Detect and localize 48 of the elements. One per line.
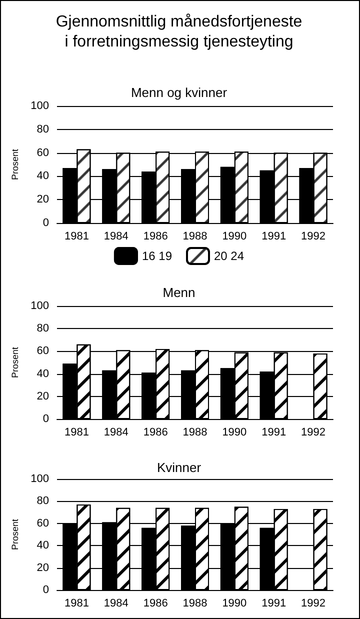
x-tick-label: 1990: [222, 426, 247, 438]
x-tick-label: 1986: [143, 426, 168, 438]
y-tick-label: 0: [42, 413, 49, 425]
y-tick-label: 80: [36, 495, 49, 508]
x-tick-label: 1992: [301, 426, 326, 438]
x-tick-label: 1991: [262, 426, 286, 438]
y-tick-label: 40: [36, 540, 49, 552]
x-tick-label: 1991: [262, 598, 286, 610]
chart-title: Gjennomsnittlig månedsfortjeneste i forretningsmessig tjenesteyting: [56, 14, 302, 50]
chart-subtitle: Menn og kvinner: [130, 85, 228, 100]
x-tick-label: 1990: [222, 598, 247, 610]
x-tick-label: 1984: [104, 426, 128, 438]
x-tick-label: 1992: [301, 230, 326, 242]
x-tick-label: 1992: [301, 598, 326, 610]
y-tick-label: 0: [42, 217, 49, 229]
x-tick-label: 1991: [262, 230, 286, 242]
x-tick-label: 1990: [222, 230, 247, 242]
x-tick-label: 1981: [64, 230, 89, 242]
x-tick-label: 1988: [182, 230, 208, 242]
chart-title: Menn: [162, 285, 196, 300]
y-tick-label: 20: [36, 194, 49, 206]
y-tick-label: 80: [36, 322, 49, 335]
y-tick-label: 80: [36, 123, 49, 136]
y-axis-title: Prosent: [10, 518, 20, 550]
x-tick-label: 1986: [143, 598, 168, 610]
y-axis-title: Prosent: [10, 346, 20, 378]
y-tick-label: 40: [36, 368, 49, 380]
x-tick-label: 1984: [104, 598, 128, 610]
y-tick-label: 60: [36, 345, 49, 358]
chart-title: Kvinner: [156, 460, 202, 475]
y-axis-title: Prosent: [10, 148, 20, 180]
legend-label: 16 19: [142, 249, 172, 263]
y-tick-label: 60: [36, 146, 49, 159]
y-tick-label: 20: [36, 390, 49, 402]
x-tick-label: 1981: [64, 426, 89, 438]
x-tick-label: 1988: [182, 426, 208, 438]
legend-label: 20 24: [214, 249, 244, 263]
y-tick-label: 60: [36, 517, 49, 530]
y-tick-label: 0: [42, 584, 49, 596]
y-tick-label: 40: [36, 170, 49, 182]
x-tick-label: 1988: [182, 598, 208, 610]
y-tick-label: 100: [30, 300, 49, 312]
x-tick-label: 1981: [64, 598, 89, 610]
y-tick-label: 100: [30, 100, 49, 112]
x-tick-label: 1984: [104, 230, 128, 242]
y-tick-label: 100: [30, 473, 49, 485]
x-tick-label: 1986: [143, 230, 168, 242]
y-tick-label: 20: [36, 562, 49, 574]
